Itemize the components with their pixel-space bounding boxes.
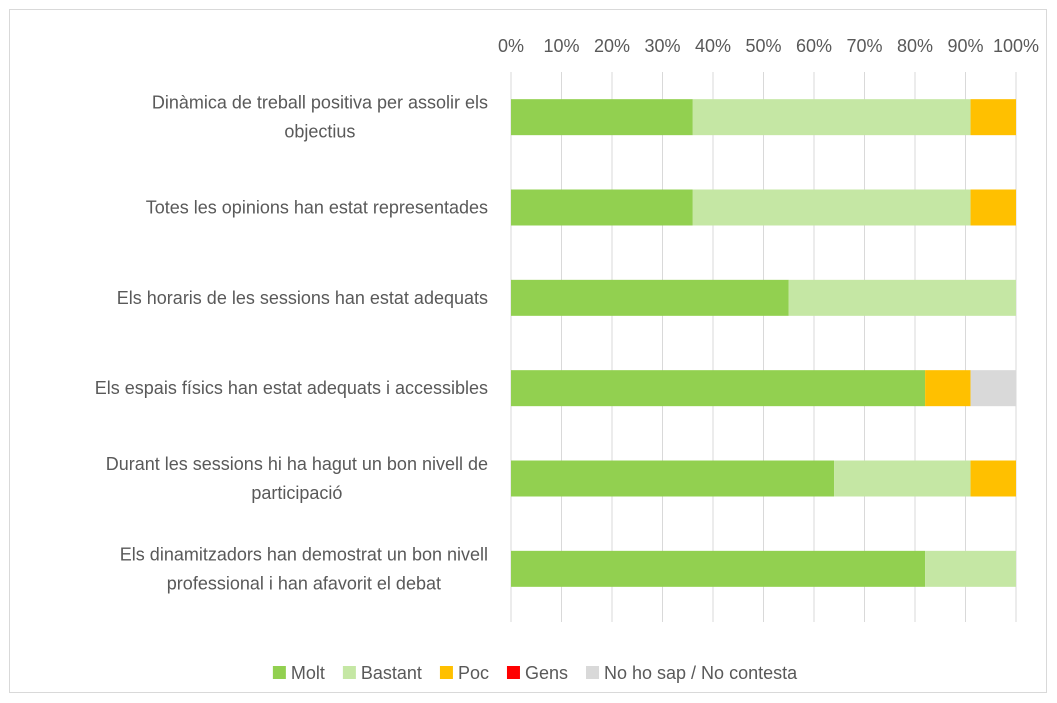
legend: Molt Bastant Poc Gens No ho sap / No contest… <box>272 663 798 683</box>
bar-segment-molt <box>511 189 693 226</box>
bar-segment-poc <box>970 99 1016 136</box>
legend-label: Bastant <box>361 663 422 683</box>
x-tick-label: 50% <box>745 36 781 56</box>
gridlines <box>510 72 1017 622</box>
bar-segment-molt <box>511 99 693 136</box>
bar-segment-bastant <box>788 279 1016 316</box>
bar-segment-poc <box>925 370 971 407</box>
legend-swatch <box>506 666 520 679</box>
legend-label: Poc <box>458 663 489 683</box>
x-tick-label: 30% <box>644 36 680 56</box>
legend-label: No ho sap / No contesta <box>604 663 798 683</box>
x-tick-label: 80% <box>897 36 933 56</box>
legend-label: Molt <box>291 663 325 683</box>
bar-segment-bastant <box>692 189 971 226</box>
legend-item: Gens <box>506 663 568 683</box>
bar-segment-poc <box>970 460 1016 497</box>
legend-label: Gens <box>525 663 568 683</box>
category-label: Els horaris de les sessions han estat ad… <box>117 288 488 308</box>
bars <box>511 99 1016 587</box>
x-tick-label: 40% <box>695 36 731 56</box>
category-label: Dinàmica de treball positiva per assolir… <box>152 93 488 113</box>
x-tick-label: 0% <box>498 36 524 56</box>
category-label: Els dinamitzadors han demostrat un bon n… <box>120 544 488 564</box>
legend-swatch <box>342 666 356 679</box>
bar-segment-bastant <box>925 550 1016 587</box>
bar-segment-molt <box>511 460 835 497</box>
x-tick-label: 20% <box>594 36 630 56</box>
category-label: objectius <box>284 122 355 142</box>
legend-item: Molt <box>272 663 325 683</box>
bar-segment-molt <box>511 550 926 587</box>
x-tick-label: 90% <box>947 36 983 56</box>
category-label: professional i han afavorit el debat <box>167 573 441 593</box>
bar-segment-bastant <box>692 99 971 136</box>
legend-swatch <box>272 666 286 679</box>
legend-swatch <box>586 666 599 679</box>
bar-segment-molt <box>511 279 789 316</box>
x-tick-label: 60% <box>796 36 832 56</box>
legend-swatch <box>439 666 453 679</box>
category-label: Els espais físics han estat adequats i a… <box>95 378 488 398</box>
x-axis-tick-labels: 0% 10% 20% 30% 40% 50% 60% 70% 80% 90% 100% <box>498 36 1039 56</box>
legend-item: Poc <box>439 663 489 683</box>
category-label: Durant les sessions hi ha hagut un bon n… <box>106 454 488 474</box>
category-label: participació <box>251 483 342 503</box>
x-tick-label: 100% <box>993 36 1039 56</box>
x-tick-label: 70% <box>846 36 882 56</box>
bar-segment-bastant <box>834 460 971 497</box>
bar-segment-poc <box>970 189 1016 226</box>
bar-segment-molt <box>511 370 926 407</box>
category-labels: Dinàmica de treball positiva per assolir… <box>95 93 488 594</box>
legend-item: Bastant <box>342 663 422 683</box>
bar-segment-no-ho-sap-no-contesta <box>970 370 1016 407</box>
legend-item: No ho sap / No contesta <box>586 663 798 683</box>
x-tick-label: 10% <box>543 36 579 56</box>
category-label: Totes les opinions han estat representad… <box>146 198 488 218</box>
